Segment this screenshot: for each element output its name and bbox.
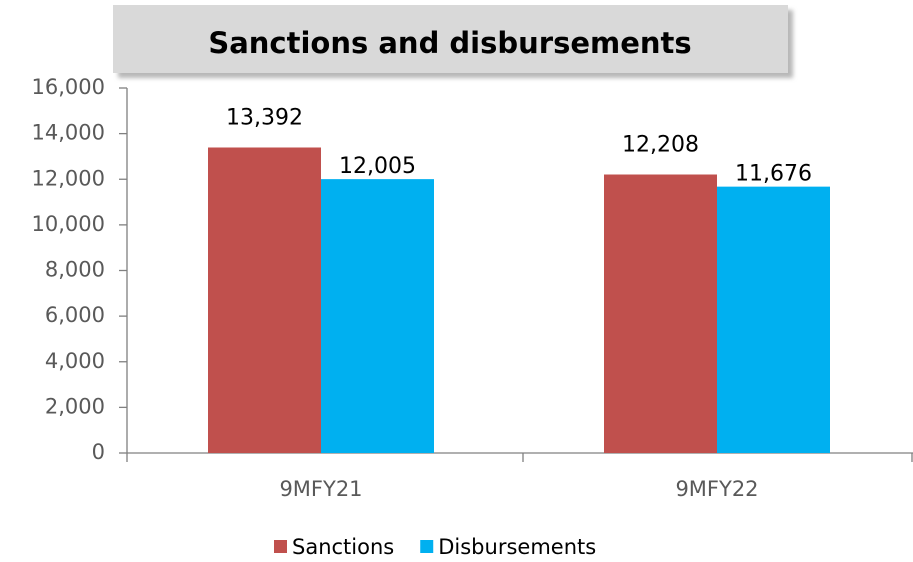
bar [208, 147, 321, 453]
y-tick-label: 14,000 [32, 121, 105, 145]
legend-swatch [274, 540, 287, 553]
x-tick-label: 9MFY22 [675, 477, 758, 501]
x-tick-label: 9MFY21 [279, 477, 362, 501]
data-label: 12,208 [622, 133, 699, 158]
bar [321, 179, 434, 454]
bar [717, 186, 830, 454]
data-label: 12,005 [339, 154, 416, 179]
y-tick-label: 4,000 [45, 349, 105, 373]
y-tick-label: 6,000 [45, 303, 105, 327]
legend-label: Sanctions [292, 535, 394, 559]
legend-label: Disbursements [438, 535, 596, 559]
y-tick-label: 16,000 [32, 75, 105, 99]
y-tick-label: 12,000 [32, 166, 105, 190]
title-box [113, 5, 788, 73]
y-tick-label: 8,000 [45, 258, 105, 282]
chart-title: Sanctions and disbursements [208, 26, 691, 60]
legend-swatch [420, 540, 434, 553]
data-label: 11,676 [735, 162, 812, 187]
data-label: 13,392 [226, 105, 303, 130]
y-tick-label: 10,000 [32, 212, 105, 236]
y-tick-label: 0 [92, 440, 105, 464]
y-tick-label: 2,000 [45, 394, 105, 418]
bar [604, 174, 717, 453]
